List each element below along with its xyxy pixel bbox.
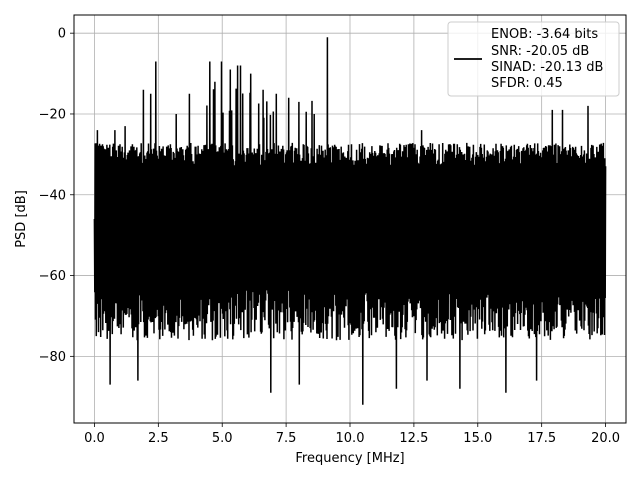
y-tick-label: −60 bbox=[39, 269, 66, 284]
y-tick-label: −40 bbox=[39, 188, 66, 203]
x-tick-label: 15.0 bbox=[463, 431, 492, 446]
legend: ENOB: -3.64 bits SNR: -20.05 dB SINAD: -… bbox=[447, 21, 620, 97]
y-axis-label: PSD [dB] bbox=[14, 190, 29, 248]
legend-entry-sfdr: SFDR: 0.45 bbox=[491, 76, 563, 91]
y-tick-label: −20 bbox=[39, 107, 66, 122]
legend-entry-sinad: SINAD: -20.13 dB bbox=[491, 60, 603, 75]
x-tick-label: 12.5 bbox=[399, 431, 428, 446]
legend-box bbox=[447, 21, 620, 97]
x-axis-ticks: 0.0 2.5 5.0 7.5 10.0 12.5 15.0 17.5 20.0 bbox=[84, 423, 620, 446]
y-axis-ticks: 0 −20 −40 −60 −80 bbox=[39, 27, 74, 365]
x-axis-label: Frequency [MHz] bbox=[295, 451, 404, 466]
x-tick-label: 2.5 bbox=[148, 431, 169, 446]
x-tick-label: 17.5 bbox=[527, 431, 556, 446]
psd-series bbox=[93, 37, 607, 405]
x-tick-label: 7.5 bbox=[276, 431, 297, 446]
x-tick-label: 5.0 bbox=[212, 431, 233, 446]
legend-entry-snr: SNR: -20.05 dB bbox=[491, 44, 589, 59]
x-tick-label: 10.0 bbox=[336, 431, 365, 446]
y-tick-label: 0 bbox=[58, 27, 66, 42]
psd-line bbox=[93, 37, 607, 405]
legend-entry-enob: ENOB: -3.64 bits bbox=[491, 27, 598, 42]
x-tick-label: 20.0 bbox=[591, 431, 620, 446]
y-tick-label: −80 bbox=[39, 350, 66, 365]
x-tick-label: 0.0 bbox=[84, 431, 105, 446]
